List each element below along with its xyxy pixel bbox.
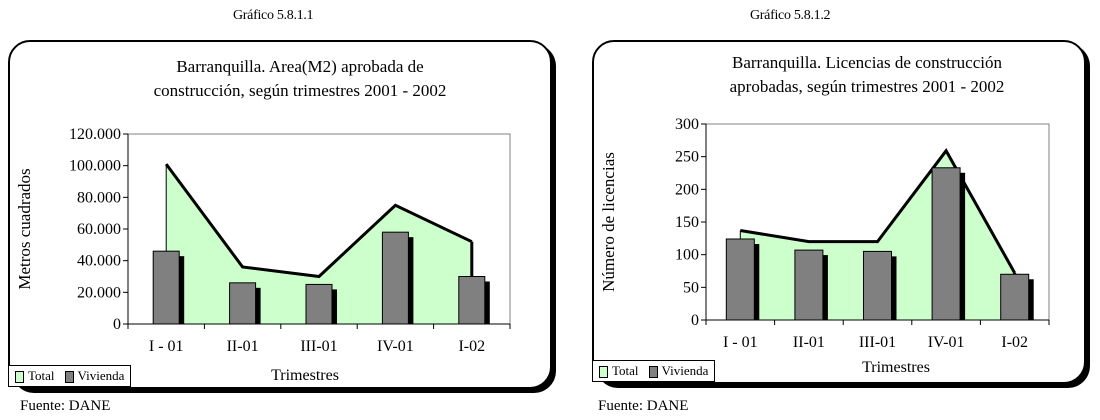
- y-tick-label: 300: [675, 116, 699, 133]
- bar-vivienda: [1000, 273, 1030, 321]
- x-tick-label: III-01: [300, 338, 337, 355]
- legend-label-total: Total: [28, 368, 55, 383]
- y-tick-label: 0: [113, 316, 121, 333]
- legend-item-vivienda: Vivienda: [64, 368, 125, 384]
- legend-swatch-vivienda: [64, 371, 74, 384]
- chart-legend-1: Total Vivienda: [8, 365, 132, 387]
- bar-vivienda: [381, 231, 409, 325]
- y-tick-label: 50: [683, 279, 699, 296]
- line-total: [164, 163, 473, 279]
- bar-vivienda: [725, 238, 755, 321]
- x-tick-label: II-01: [793, 334, 825, 351]
- bar-vivienda: [305, 283, 333, 325]
- legend-label-vivienda: Vivienda: [661, 363, 709, 378]
- figure-caption-2: Gráfico 5.8.1.2: [750, 8, 831, 23]
- chart-2: Barranquilla. Licencias de construcción a…: [599, 53, 1050, 376]
- chart-legend-2: Total Vivienda: [592, 360, 716, 382]
- legend-label-total: Total: [612, 363, 639, 378]
- y-tick-label: 100.000: [69, 158, 121, 175]
- x-tick-label: III-01: [859, 334, 896, 351]
- y-tick-label: 60.000: [77, 221, 121, 238]
- chart-title: Barranquilla. Area(M2) aprobada de: [176, 57, 423, 76]
- x-tick-label: IV-01: [377, 338, 414, 355]
- chart-title: construcción, según trimestres 2001 - 20…: [154, 81, 447, 100]
- legend-item-total: Total: [599, 363, 639, 379]
- x-tick-label: I-02: [458, 338, 485, 355]
- legend-swatch-total: [15, 371, 24, 384]
- line-total: [740, 148, 1017, 274]
- y-tick-label: 0: [691, 312, 699, 329]
- bar-vivienda: [863, 250, 892, 321]
- bar-vivienda: [794, 249, 824, 321]
- chart-panel-1: Barranquilla. Area(M2) aprobada de constr…: [8, 40, 552, 389]
- y-tick-label: 150: [675, 214, 699, 231]
- legend-swatch-total: [599, 366, 608, 379]
- y-tick-label: 100: [675, 247, 699, 264]
- bar-vivienda: [458, 276, 486, 325]
- x-tick-label: I - 01: [149, 338, 184, 355]
- y-tick-label: 40.000: [77, 253, 121, 270]
- x-tick-label: IV-01: [928, 334, 965, 351]
- y-tick-label: 80.000: [77, 189, 121, 206]
- source-note-2: Fuente: DANE: [598, 398, 689, 414]
- x-tick-label: I - 01: [723, 334, 758, 351]
- x-tick-label: II-01: [227, 338, 259, 355]
- bar-vivienda: [229, 282, 257, 325]
- legend-label-vivienda: Vivienda: [77, 368, 125, 383]
- x-axis-label: Trimestres: [271, 367, 339, 384]
- y-tick-label: 20.000: [77, 284, 121, 301]
- chart-1: Barranquilla. Area(M2) aprobada de constr…: [15, 57, 511, 384]
- y-tick-label: 120.000: [69, 126, 121, 143]
- bar-vivienda: [931, 167, 961, 321]
- legend-item-total: Total: [15, 368, 55, 384]
- x-axis-label: Trimestres: [862, 359, 930, 376]
- figure-caption-1: Gráfico 5.8.1.1: [233, 8, 314, 23]
- chart-panel-2: Barranquilla. Licencias de construcción a…: [592, 40, 1086, 384]
- x-tick-label: I-02: [1001, 334, 1028, 351]
- legend-item-vivienda: Vivienda: [648, 363, 709, 379]
- source-note-1: Fuente: DANE: [20, 398, 111, 414]
- chart-title: Barranquilla. Licencias de construcción: [732, 53, 1002, 72]
- legend-swatch-vivienda: [648, 366, 658, 379]
- y-tick-label: 200: [675, 181, 699, 198]
- y-axis-label: Metros cuadrados: [15, 168, 34, 289]
- y-tick-label: 250: [675, 149, 699, 166]
- y-axis-label: Número de licencias: [599, 152, 618, 292]
- bar-vivienda: [152, 250, 180, 325]
- chart-title: aprobadas, según trimestres 2001 - 2002: [730, 77, 1005, 96]
